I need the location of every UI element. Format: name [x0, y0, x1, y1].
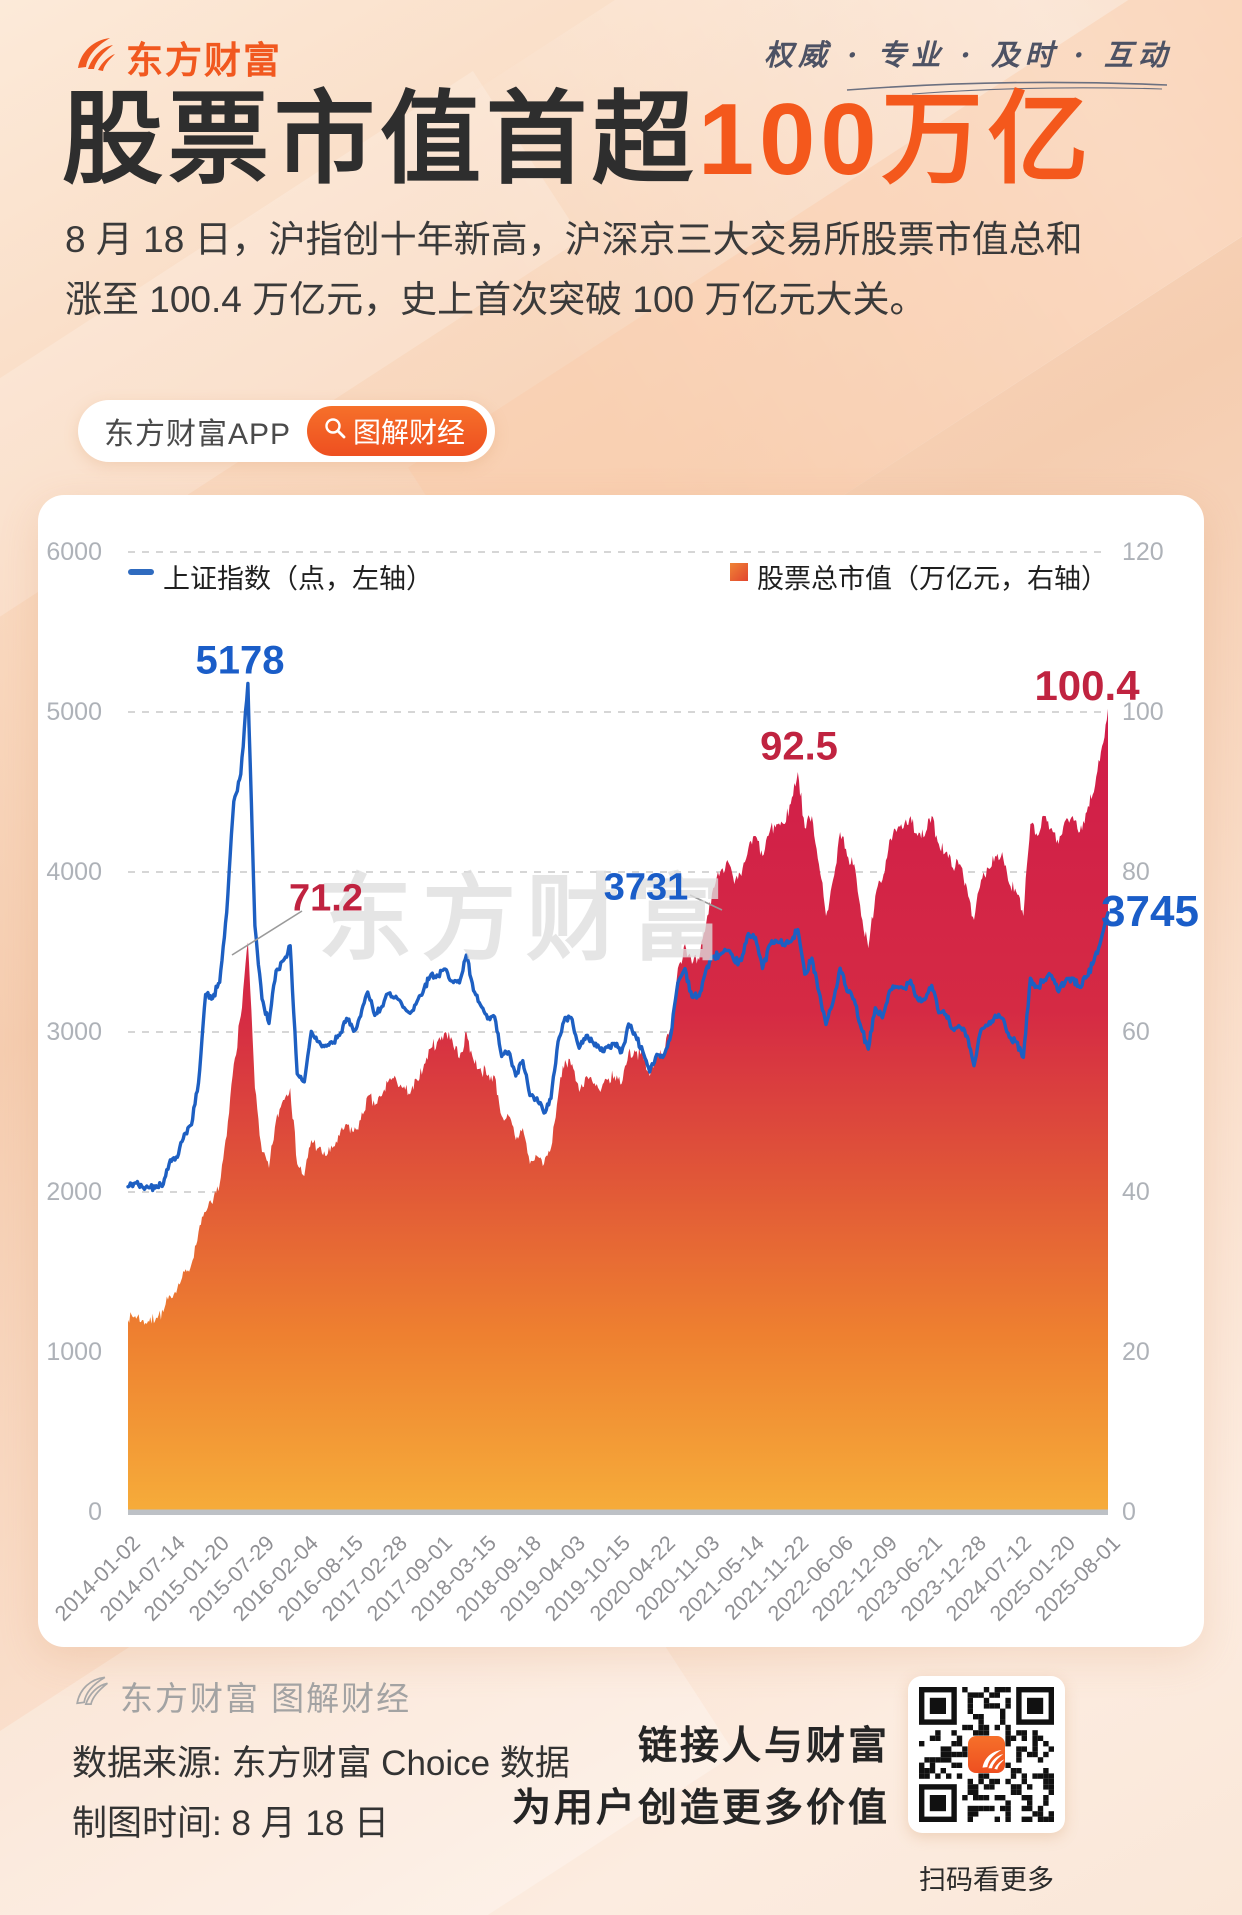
right-axis-tick: 60	[1122, 1018, 1150, 1046]
right-axis-tick: 20	[1122, 1338, 1150, 1366]
chart-card: 东方财富 上证指数（点，左轴） 股票总市值（万亿元，右轴） 5178 71.2 37…	[38, 495, 1204, 1647]
data-source-line: 数据来源: 东方财富 Choice 数据	[72, 1744, 570, 1783]
column-badge-button[interactable]: 图解财经	[307, 406, 488, 456]
footer-slogan-line2: 为用户创造更多价值	[511, 1787, 890, 1830]
footer-slogan-line1: 链接人与财富	[637, 1725, 890, 1768]
qr-code	[908, 1676, 1065, 1833]
legend-index: 上证指数（点，左轴）	[128, 557, 433, 596]
footer-slogan: 链接人与财富 为用户创造更多价值	[512, 1716, 890, 1840]
legend-index-label: 上证指数（点，左轴）	[163, 564, 433, 594]
eastmoney-logo-gray-icon	[72, 1673, 110, 1719]
annotation-cap-peak-2021: 92.5	[760, 724, 838, 769]
legend-marketcap-label: 股票总市值（万亿元，右轴）	[757, 564, 1108, 594]
app-badge[interactable]: 东方财富APP 图解财经	[78, 400, 496, 462]
right-axis-tick: 80	[1122, 858, 1150, 886]
brand-slogan: 权威 · 专业 · 及时 · 互动	[764, 38, 1172, 72]
intro-line: 涨至 100.4 万亿元，史上首次突破 100 万亿元大关。	[65, 278, 927, 320]
legend-area-marker	[730, 563, 748, 581]
left-axis-tick: 3000	[46, 1018, 102, 1046]
footer-brand: 东方财富 图解财经	[72, 1672, 411, 1720]
eastmoney-logo-icon	[72, 33, 116, 82]
left-axis-tick: 5000	[46, 698, 102, 726]
annotation-idx-peak-2015: 5178	[195, 638, 285, 683]
legend-marketcap: 股票总市值（万亿元，右轴）	[730, 557, 1108, 596]
right-axis-tick: 40	[1122, 1178, 1150, 1206]
intro-line: 8 月 18 日，沪指创十年新高，沪深京三大交易所股票市值总和	[65, 219, 1083, 260]
annotation-cap-peak-2015: 71.2	[289, 877, 363, 920]
chart-date-line: 制图时间: 8 月 18 日	[72, 1804, 390, 1843]
qr-center-logo-icon	[968, 1736, 1005, 1773]
page-title-orange: 100万亿	[698, 84, 1094, 196]
left-axis-tick: 0	[88, 1498, 102, 1526]
column-badge-label: 图解财经	[353, 417, 466, 448]
annotation-cap-latest: 100.4	[1034, 662, 1140, 709]
left-axis-tick: 6000	[46, 538, 102, 566]
legend-line-marker	[128, 569, 154, 575]
page-title-black: 股票市值首超	[62, 84, 699, 196]
annotation-idx-2020: 3731	[603, 866, 689, 909]
brand-header: 东方财富	[72, 30, 282, 84]
right-axis-tick: 0	[1122, 1498, 1136, 1526]
page-title: 股票市值首超100万亿	[62, 84, 1094, 196]
right-axis-tick: 120	[1122, 538, 1164, 566]
footer-brand-label: 东方财富 图解财经	[120, 1680, 412, 1717]
right-axis-tick: 100	[1122, 698, 1164, 726]
slogan-underline-icon	[842, 76, 1172, 101]
brand-name: 东方财富	[126, 40, 282, 81]
qr-caption: 扫码看更多	[919, 1865, 1054, 1895]
search-icon	[323, 415, 347, 447]
app-badge-label: 东方财富APP	[104, 418, 292, 451]
annotation-idx-latest: 3745	[1101, 887, 1199, 936]
left-axis-tick: 1000	[46, 1338, 102, 1366]
intro-paragraph: 8 月 18 日，沪指创十年新高，沪深京三大交易所股票市值总和 涨至 100.4…	[65, 210, 1180, 330]
dual-axis-chart	[126, 551, 1110, 1515]
left-axis-tick: 4000	[46, 858, 102, 886]
qr-pattern	[919, 1687, 1054, 1822]
left-axis-tick: 2000	[46, 1178, 102, 1206]
